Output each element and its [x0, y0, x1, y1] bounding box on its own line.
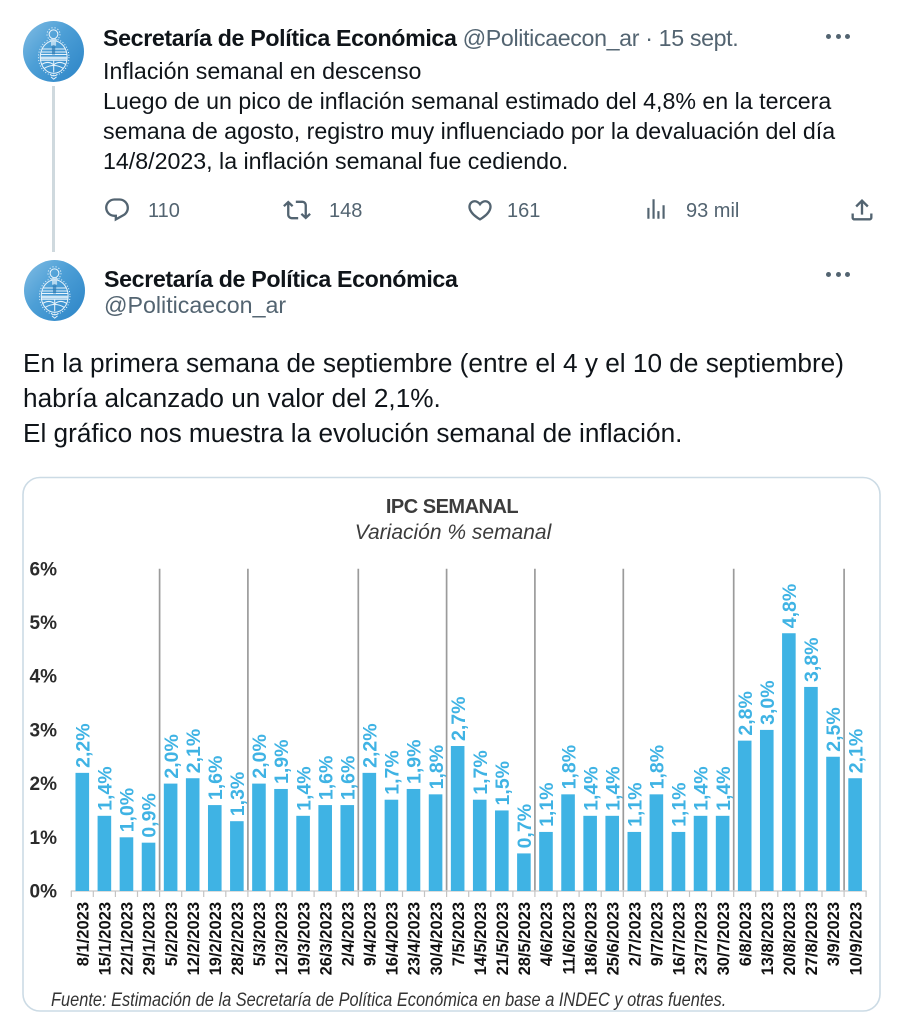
svg-text:Fuente: Estimación de la Secre: Fuente: Estimación de la Secretaría de P…	[51, 989, 726, 1011]
svg-text:1,6%: 1,6%	[205, 756, 227, 800]
svg-text:1,9%: 1,9%	[404, 740, 426, 784]
svg-text:1,1%: 1,1%	[625, 782, 647, 826]
svg-text:1,5%: 1,5%	[492, 761, 514, 805]
svg-text:2/7/2023: 2/7/2023	[627, 902, 645, 966]
svg-text:1,8%: 1,8%	[426, 745, 448, 789]
svg-text:28/5/2023: 28/5/2023	[516, 902, 534, 975]
svg-text:2,2%: 2,2%	[73, 723, 95, 767]
svg-text:1,8%: 1,8%	[558, 745, 580, 789]
svg-text:2,1%: 2,1%	[183, 729, 205, 773]
svg-text:0,7%: 0,7%	[514, 804, 536, 848]
svg-text:22/1/2023: 22/1/2023	[119, 902, 137, 975]
svg-text:2,0%: 2,0%	[249, 734, 271, 778]
svg-text:4/6/2023: 4/6/2023	[538, 902, 556, 966]
svg-text:13/8/2023: 13/8/2023	[759, 902, 777, 975]
svg-text:30/4/2023: 30/4/2023	[428, 902, 446, 975]
svg-text:0,9%: 0,9%	[139, 793, 161, 837]
svg-text:4,8%: 4,8%	[779, 584, 801, 628]
svg-text:6%: 6%	[30, 559, 58, 580]
svg-text:1,7%: 1,7%	[470, 750, 492, 794]
svg-text:2/4/2023: 2/4/2023	[339, 902, 357, 966]
svg-text:23/7/2023: 23/7/2023	[693, 902, 711, 975]
svg-text:11/6/2023: 11/6/2023	[560, 902, 578, 975]
svg-text:0%: 0%	[30, 882, 58, 903]
svg-text:3/9/2023: 3/9/2023	[825, 902, 843, 966]
svg-text:1,6%: 1,6%	[337, 756, 359, 800]
svg-text:29/1/2023: 29/1/2023	[141, 902, 159, 975]
svg-text:1,4%: 1,4%	[691, 766, 713, 810]
svg-text:19/2/2023: 19/2/2023	[207, 902, 225, 975]
svg-text:27/8/2023: 27/8/2023	[803, 902, 821, 975]
svg-text:7/5/2023: 7/5/2023	[450, 902, 468, 966]
svg-text:12/3/2023: 12/3/2023	[273, 902, 291, 975]
svg-text:2,0%: 2,0%	[161, 734, 183, 778]
svg-text:1,4%: 1,4%	[580, 766, 602, 810]
svg-text:2%: 2%	[30, 774, 58, 795]
svg-text:1,4%: 1,4%	[95, 766, 117, 810]
svg-text:16/4/2023: 16/4/2023	[384, 902, 402, 975]
svg-text:1,8%: 1,8%	[647, 745, 669, 789]
svg-text:5/3/2023: 5/3/2023	[251, 902, 269, 966]
svg-text:1,0%: 1,0%	[117, 788, 139, 832]
svg-text:2,1%: 2,1%	[845, 729, 867, 773]
svg-text:8/1/2023: 8/1/2023	[75, 902, 93, 966]
svg-text:1%: 1%	[30, 828, 58, 849]
svg-text:14/5/2023: 14/5/2023	[472, 902, 490, 975]
svg-text:2,8%: 2,8%	[735, 691, 757, 735]
svg-text:6/8/2023: 6/8/2023	[737, 902, 755, 966]
svg-text:2,2%: 2,2%	[360, 723, 382, 767]
svg-text:23/4/2023: 23/4/2023	[406, 902, 424, 975]
svg-text:30/7/2023: 30/7/2023	[715, 902, 733, 975]
svg-text:28/2/2023: 28/2/2023	[229, 902, 247, 975]
svg-text:3,8%: 3,8%	[801, 637, 823, 681]
svg-text:1,9%: 1,9%	[271, 740, 293, 784]
svg-text:1,4%: 1,4%	[293, 766, 315, 810]
svg-text:16/7/2023: 16/7/2023	[671, 902, 689, 975]
svg-text:9/7/2023: 9/7/2023	[649, 902, 667, 966]
svg-text:1,4%: 1,4%	[602, 766, 624, 810]
svg-text:26/3/2023: 26/3/2023	[317, 902, 335, 975]
svg-text:18/6/2023: 18/6/2023	[582, 902, 600, 975]
svg-text:1,3%: 1,3%	[227, 772, 249, 816]
svg-text:10/9/2023: 10/9/2023	[847, 902, 865, 975]
svg-text:1,1%: 1,1%	[669, 782, 691, 826]
svg-text:1,6%: 1,6%	[315, 756, 337, 800]
svg-text:1,1%: 1,1%	[536, 782, 558, 826]
svg-text:25/6/2023: 25/6/2023	[604, 902, 622, 975]
svg-text:4%: 4%	[30, 667, 58, 688]
svg-text:5/2/2023: 5/2/2023	[163, 902, 181, 966]
svg-text:15/1/2023: 15/1/2023	[97, 902, 115, 975]
svg-text:20/8/2023: 20/8/2023	[781, 902, 799, 975]
svg-text:3,0%: 3,0%	[757, 680, 779, 724]
svg-text:Variación % semanal: Variación % semanal	[355, 521, 553, 544]
svg-text:9/4/2023: 9/4/2023	[362, 902, 380, 966]
svg-text:19/3/2023: 19/3/2023	[295, 902, 313, 975]
svg-text:3%: 3%	[30, 720, 58, 741]
svg-text:12/2/2023: 12/2/2023	[185, 902, 203, 975]
svg-text:IPC SEMANAL: IPC SEMANAL	[386, 496, 519, 518]
svg-text:5%: 5%	[30, 613, 58, 634]
svg-text:2,7%: 2,7%	[448, 697, 470, 741]
svg-text:2,5%: 2,5%	[823, 707, 845, 751]
svg-text:1,7%: 1,7%	[382, 750, 404, 794]
svg-text:1,4%: 1,4%	[713, 766, 735, 810]
svg-text:21/5/2023: 21/5/2023	[494, 902, 512, 975]
